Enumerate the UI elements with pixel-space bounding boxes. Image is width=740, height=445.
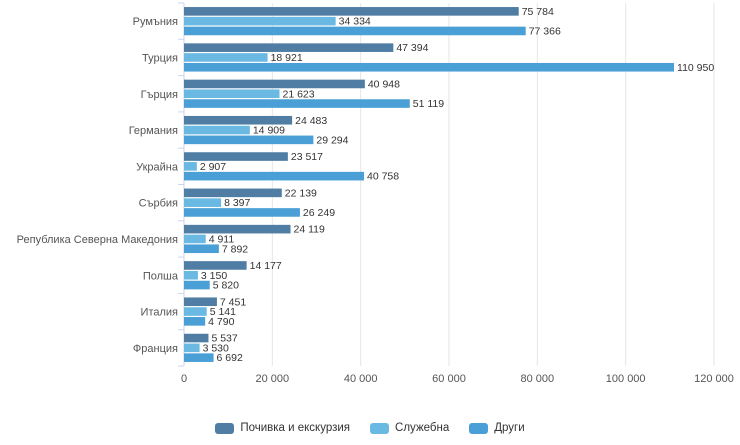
bar [184,171,365,181]
bar [184,333,209,343]
bar [184,244,219,254]
data-label: 21 623 [283,88,315,100]
legend-label: Почивка и екскурзия [240,422,351,434]
data-label: 4 911 [209,233,235,245]
bar [184,261,247,270]
data-label: 77 366 [529,25,561,37]
category-label: Украйна [136,161,179,173]
bar [184,234,206,244]
x-tick-label: 60 000 [432,373,466,385]
legend-item[interactable]: Почивка и екскурзия [215,422,350,434]
x-tick-label: 80 000 [521,373,555,385]
data-label: 4 790 [208,316,234,328]
legend-label: Служебна [395,422,450,434]
bar [184,297,217,307]
data-label: 6 692 [217,352,243,364]
data-label: 34 334 [339,16,371,28]
category-label: Италия [141,307,179,319]
data-label: 51 119 [413,98,444,110]
legend-item[interactable]: Служебна [370,422,449,434]
category-label: Гърция [141,89,178,101]
bar [184,7,519,16]
data-label: 2 907 [200,161,226,173]
x-tick-label: 20 000 [256,373,290,385]
bar [184,270,198,280]
category-label: Република Северна Македония [17,234,178,246]
bar [184,53,268,62]
data-label: 40 758 [367,171,399,183]
data-label: 3 530 [203,342,229,354]
data-label: 24 119 [294,224,325,236]
data-label: 29 294 [316,134,348,146]
bar [184,188,282,198]
bar [184,152,288,161]
data-label: 14 909 [253,125,285,137]
bar [184,208,300,217]
data-label: 5 820 [213,280,239,292]
bar [184,135,314,145]
data-label: 14 177 [250,260,282,272]
bar [184,99,410,108]
bar [184,26,526,36]
data-label: 5 537 [211,333,237,345]
data-label: 26 249 [303,207,335,219]
bar [184,224,291,234]
bar [184,353,214,362]
bar [184,125,250,135]
legend-swatch [469,422,489,434]
legend: Почивка и екскурзия Служебна Други [0,422,740,437]
data-label: 47 394 [396,42,428,54]
bar [184,307,207,316]
category-label: Германия [129,125,178,137]
data-label: 22 139 [285,187,317,199]
x-tick-label: 120 000 [694,373,734,385]
data-label: 23 517 [291,151,323,163]
gridlines [271,3,715,366]
data-label: 110 950 [677,62,714,74]
data-label: 40 948 [368,78,400,90]
legend-label: Други [494,422,525,434]
legend-swatch [370,422,390,434]
data-label: 5 141 [210,306,236,318]
labels: Румъния 75 784 34 334 77 366 Турция 47 394 18 … [17,6,715,364]
data-label: 8 397 [224,197,250,209]
data-label: 7 451 [220,296,246,308]
bar [184,343,200,353]
x-tick-label: 100 000 [606,373,646,385]
bar [184,280,210,290]
bars [184,7,675,362]
data-label: 3 150 [201,270,227,282]
bar [184,89,280,99]
bar [184,43,394,52]
bar [184,115,293,125]
data-label: 75 784 [522,6,554,18]
x-tick-label: 0 [181,373,187,385]
category-label: Полша [143,270,179,282]
data-label: 18 921 [271,52,303,64]
category-label: Франция [133,343,178,355]
x-tick-label: 40 000 [344,373,378,385]
bar [184,62,675,72]
legend-item[interactable]: Други [469,422,525,434]
category-label: Турция [142,52,178,64]
category-label: Сърбия [139,198,178,210]
bar [184,162,197,171]
data-label: 7 892 [222,243,248,255]
data-label: 24 483 [295,115,327,127]
bar [184,198,222,207]
legend-swatch [215,422,235,434]
bar [184,79,365,89]
bar [184,16,336,26]
bar [184,317,206,326]
category-label: Румъния [133,16,178,28]
